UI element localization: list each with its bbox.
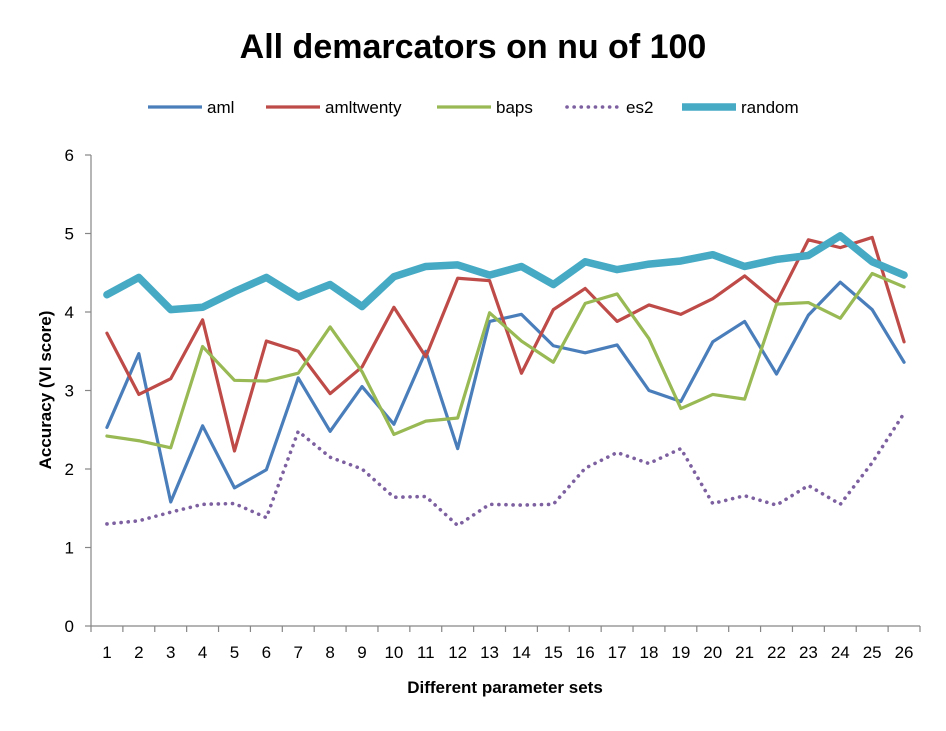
chart-title: All demarcators on nu of 100 xyxy=(240,28,707,66)
legend-label-aml: aml xyxy=(207,98,234,117)
chart-legend: aml amltwenty baps es2 random xyxy=(148,98,799,117)
x-tick-label: 26 xyxy=(895,643,914,662)
x-tick-label: 5 xyxy=(230,643,239,662)
x-tick-label: 18 xyxy=(640,643,659,662)
x-tick-label: 12 xyxy=(448,643,467,662)
series-line-es2 xyxy=(105,411,906,528)
x-tick-label: 17 xyxy=(608,643,627,662)
y-axis-ticks: 0 1 2 3 4 5 6 xyxy=(65,146,91,636)
x-tick-label: 8 xyxy=(325,643,334,662)
series-line-aml xyxy=(105,280,906,504)
x-axis-label: Different parameter sets xyxy=(407,678,603,697)
x-tick-label: 13 xyxy=(480,643,499,662)
legend-label-amltwenty: amltwenty xyxy=(325,98,402,117)
x-tick-label: 6 xyxy=(262,643,271,662)
y-tick-label: 2 xyxy=(65,460,74,479)
y-tick-label: 3 xyxy=(65,382,74,401)
x-tick-label: 23 xyxy=(799,643,818,662)
x-tick-label: 22 xyxy=(767,643,786,662)
legend-label-es2: es2 xyxy=(626,98,653,117)
y-axis-label: Accuracy (VI score) xyxy=(36,311,55,470)
x-tick-label: 24 xyxy=(831,643,850,662)
y-tick-label: 5 xyxy=(65,225,74,244)
x-tick-label: 4 xyxy=(198,643,207,662)
x-tick-label: 15 xyxy=(544,643,563,662)
legend-label-random: random xyxy=(741,98,799,117)
x-tick-label: 16 xyxy=(576,643,595,662)
x-tick-label: 1 xyxy=(102,643,111,662)
x-tick-label: 10 xyxy=(384,643,403,662)
x-tick-label: 21 xyxy=(735,643,754,662)
x-tick-label: 19 xyxy=(671,643,690,662)
x-tick-label: 2 xyxy=(134,643,143,662)
y-tick-label: 1 xyxy=(65,539,74,558)
legend-label-baps: baps xyxy=(496,98,533,117)
x-tick-label: 3 xyxy=(166,643,175,662)
series-line-baps xyxy=(105,271,906,450)
series-layer xyxy=(103,232,908,528)
y-tick-label: 0 xyxy=(65,617,74,636)
y-tick-label: 4 xyxy=(65,303,74,322)
x-axis-ticks: 1 2 3 4 5 6 7 8 9 10 11 12 13 14 15 16 17 18 19 20 21 22 23 24 2… xyxy=(90,626,921,662)
x-tick-label: 25 xyxy=(863,643,882,662)
x-tick-label: 14 xyxy=(512,643,531,662)
series-line-random xyxy=(103,232,908,314)
x-tick-label: 11 xyxy=(417,643,435,662)
y-tick-label: 6 xyxy=(65,146,74,165)
x-tick-label: 9 xyxy=(357,643,366,662)
x-tick-label: 7 xyxy=(294,643,303,662)
chart-axes xyxy=(90,155,920,627)
x-tick-label: 20 xyxy=(703,643,722,662)
